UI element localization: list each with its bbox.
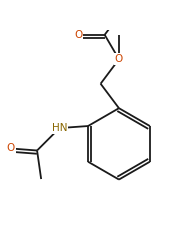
Text: O: O xyxy=(115,54,123,64)
Text: O: O xyxy=(6,143,15,153)
Text: HN: HN xyxy=(52,123,67,133)
Text: O: O xyxy=(74,30,82,40)
